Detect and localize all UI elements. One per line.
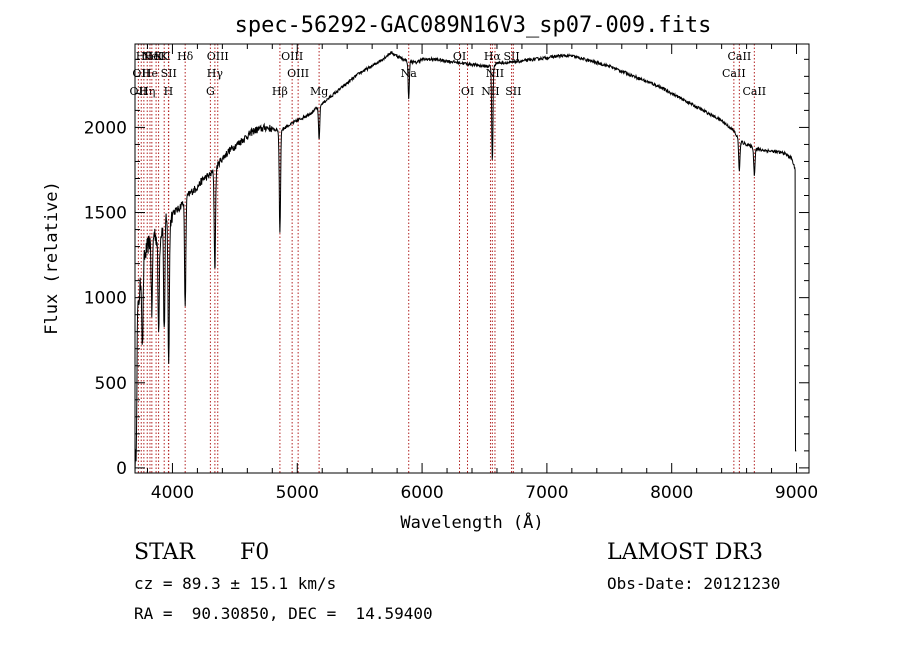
x-tick-label-3: 7000 [525, 483, 568, 503]
line-marker-label-14: OIII [207, 50, 229, 63]
line-marker-label-4: He [142, 67, 158, 80]
ra-dec-coords: RA = 90.30850, DEC = 14.59400 [134, 604, 433, 623]
line-marker-label-10: SII [161, 67, 177, 80]
y-tick-label-3: 1500 [84, 204, 127, 224]
line-marker-label-7: K [154, 50, 163, 63]
x-tick-label-0: 4000 [151, 483, 194, 503]
redshift-cz: cz = 89.3 ± 15.1 km/s [134, 574, 337, 593]
line-marker-label-17: OIII [287, 67, 309, 80]
obs-date: Obs-Date: 20121230 [607, 574, 781, 593]
y-tick-label-2: 1000 [84, 289, 127, 309]
line-marker-label-28: CaII [728, 50, 752, 63]
x-tick-label-4: 8000 [650, 483, 693, 503]
x-tick-label-1: 5000 [276, 483, 319, 503]
spectrum-series-line [134, 50, 797, 474]
y-tick-label-0: 0 [116, 459, 127, 479]
axis-ticks: 4000 5000 6000 7000 8000 9000 0 500 1000 1500 2000 [84, 44, 818, 503]
line-marker-label-24: NII [486, 67, 504, 80]
line-marker-label-13: Hγ [207, 67, 224, 80]
spectral-subclass: F0 [240, 540, 270, 565]
line-marker-label-8: K [160, 50, 169, 63]
line-marker-label-3: Hη [139, 85, 155, 98]
line-marker-label-5: Hδ [144, 50, 161, 63]
chart-title: spec-56292-GAC089N16V3_sp07-009.fits [235, 13, 712, 38]
line-marker-label-12: G [206, 85, 215, 98]
x-tick-label-2: 6000 [400, 483, 443, 503]
line-marker-label-16: OIII [281, 50, 303, 63]
x-axis-label: Wavelength (Å) [400, 511, 543, 533]
line-marker-label-25: SII [503, 50, 519, 63]
line-marker-label-0: OII [130, 85, 148, 98]
line-marker-label-29: CaII [742, 85, 766, 98]
line-marker-label-15: Hβ [272, 85, 288, 98]
y-axis-label: Flux (relative) [42, 181, 62, 335]
line-marker-label-21: OI [461, 85, 474, 98]
y-tick-label-1: 500 [95, 374, 127, 394]
line-marker-label-23: Hα [484, 50, 502, 63]
line-marker-label-20: OI [453, 50, 466, 63]
object-class: STAR [134, 540, 195, 565]
y-tick-label-4: 2000 [84, 118, 127, 138]
line-marker-label-27: CaII [722, 67, 746, 80]
line-marker-layer: OIIOIIHθHηHeHδNeIIIKKHSIIHδGHγOIIIHβOIII… [130, 44, 766, 473]
line-marker-label-26: SII [505, 85, 521, 98]
line-marker-label-11: Hδ [177, 50, 194, 63]
survey-label: LAMOST DR3 [607, 540, 763, 565]
line-marker-label-9: H [164, 85, 174, 98]
plot-frame [134, 43, 810, 474]
x-tick-label-5: 9000 [775, 483, 818, 503]
line-marker-label-18: Mg [310, 85, 328, 98]
line-marker-label-22: NII [481, 85, 499, 98]
line-marker-label-6: NeIII [142, 50, 171, 63]
line-marker-label-19: Na [401, 67, 418, 80]
